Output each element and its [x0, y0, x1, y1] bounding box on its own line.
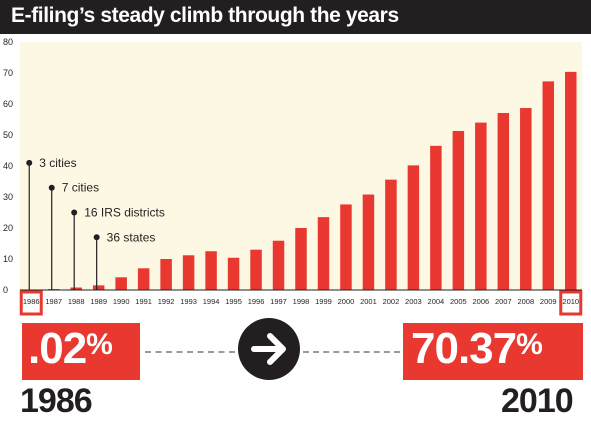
x-tick-label: 1994: [203, 297, 220, 306]
x-tick-label: 2006: [472, 297, 489, 306]
x-tick-label: 1996: [248, 297, 265, 306]
x-tick-label: 1991: [135, 297, 152, 306]
bar: [475, 122, 487, 290]
bar: [182, 255, 195, 290]
bar: [385, 179, 397, 290]
end-percent-value: 70.37: [411, 324, 517, 373]
title-bar: E-filing’s steady climb through the year…: [0, 0, 591, 34]
end-percent-box: 70.37%: [403, 323, 583, 380]
y-tick-label: 60: [3, 99, 13, 109]
bar: [70, 287, 82, 290]
bar: [227, 257, 240, 290]
x-tick-label: 1993: [180, 297, 197, 306]
annotation-label: 7 cities: [62, 181, 99, 195]
y-tick-label: 80: [3, 37, 13, 47]
y-tick-label: 30: [3, 192, 13, 202]
bar: [452, 130, 465, 290]
y-tick-label: 0: [3, 285, 8, 295]
x-tick-label: 1988: [68, 297, 85, 306]
end-percent-sign: %: [516, 328, 543, 361]
dashed-connector-right: [303, 351, 400, 353]
bar: [362, 194, 375, 290]
start-percent-box: .02%: [22, 323, 140, 380]
x-tick-label: 1992: [158, 297, 175, 306]
bar: [250, 249, 262, 290]
bar: [542, 81, 555, 290]
bar-chart: 0 10 20 30 40 50 60 70 80 1986 1987 1988 1989 1990 199…: [3, 37, 583, 316]
bar: [340, 204, 352, 290]
y-tick-label: 70: [3, 68, 13, 78]
bar: [115, 277, 127, 290]
annotation-dot: [26, 159, 33, 166]
x-tick-label: 2005: [450, 297, 467, 306]
x-tick-label: 1999: [315, 297, 332, 306]
bar: [205, 251, 217, 290]
x-tick-label: 2009: [540, 297, 557, 306]
bar: [272, 240, 285, 290]
annotation-label: 36 states: [107, 230, 156, 244]
x-tick-label: 2003: [405, 297, 422, 306]
bar: [92, 285, 105, 290]
x-tick-label: 1998: [293, 297, 310, 306]
bar: [407, 165, 420, 290]
bar: [137, 268, 150, 290]
x-tick-label: 1986: [23, 297, 40, 306]
annotation-dot: [93, 234, 100, 241]
y-tick-label: 10: [3, 254, 13, 264]
x-tick-label: 2000: [338, 297, 355, 306]
y-tick-label: 50: [3, 130, 13, 140]
last-year-highlight: [559, 290, 583, 316]
end-year: 2010: [501, 382, 574, 420]
dashed-connector-left: [145, 351, 235, 353]
x-tick-label: 1995: [225, 297, 242, 306]
start-percent: .02%: [28, 324, 113, 374]
x-tick-label: 2010: [562, 297, 579, 306]
y-tick-label: 20: [3, 223, 13, 233]
x-tick-label: 1989: [90, 297, 107, 306]
x-tick-label: 1987: [45, 297, 62, 306]
x-tick-label: 2008: [517, 297, 534, 306]
bar: [295, 228, 307, 290]
annotation-dot: [48, 184, 55, 191]
bar: [520, 108, 532, 290]
start-percent-value: .02: [28, 324, 87, 373]
arrow-right-icon: [238, 318, 300, 380]
x-tick-label: 2007: [495, 297, 512, 306]
annotation-label: 16 IRS districts: [84, 206, 165, 220]
y-tick-label: 40: [3, 161, 13, 171]
bar: [430, 145, 442, 290]
annotation-dot: [71, 209, 78, 216]
end-percent: 70.37%: [411, 324, 543, 374]
annotation-label: 3 cities: [39, 156, 76, 170]
start-year: 1986: [20, 382, 93, 420]
x-tick-label: 2001: [360, 297, 377, 306]
start-percent-sign: %: [86, 328, 113, 361]
first-year-highlight: [19, 290, 43, 316]
chart-title: E-filing’s steady climb through the year…: [11, 4, 399, 27]
x-tick-label: 1990: [113, 297, 130, 306]
bar: [497, 112, 510, 291]
bar: [317, 217, 330, 290]
bar: [160, 259, 172, 290]
x-tick-label: 1997: [270, 297, 287, 306]
x-tick-label: 2002: [383, 297, 400, 306]
bar: [565, 71, 577, 290]
x-tick-label: 2004: [428, 297, 445, 306]
